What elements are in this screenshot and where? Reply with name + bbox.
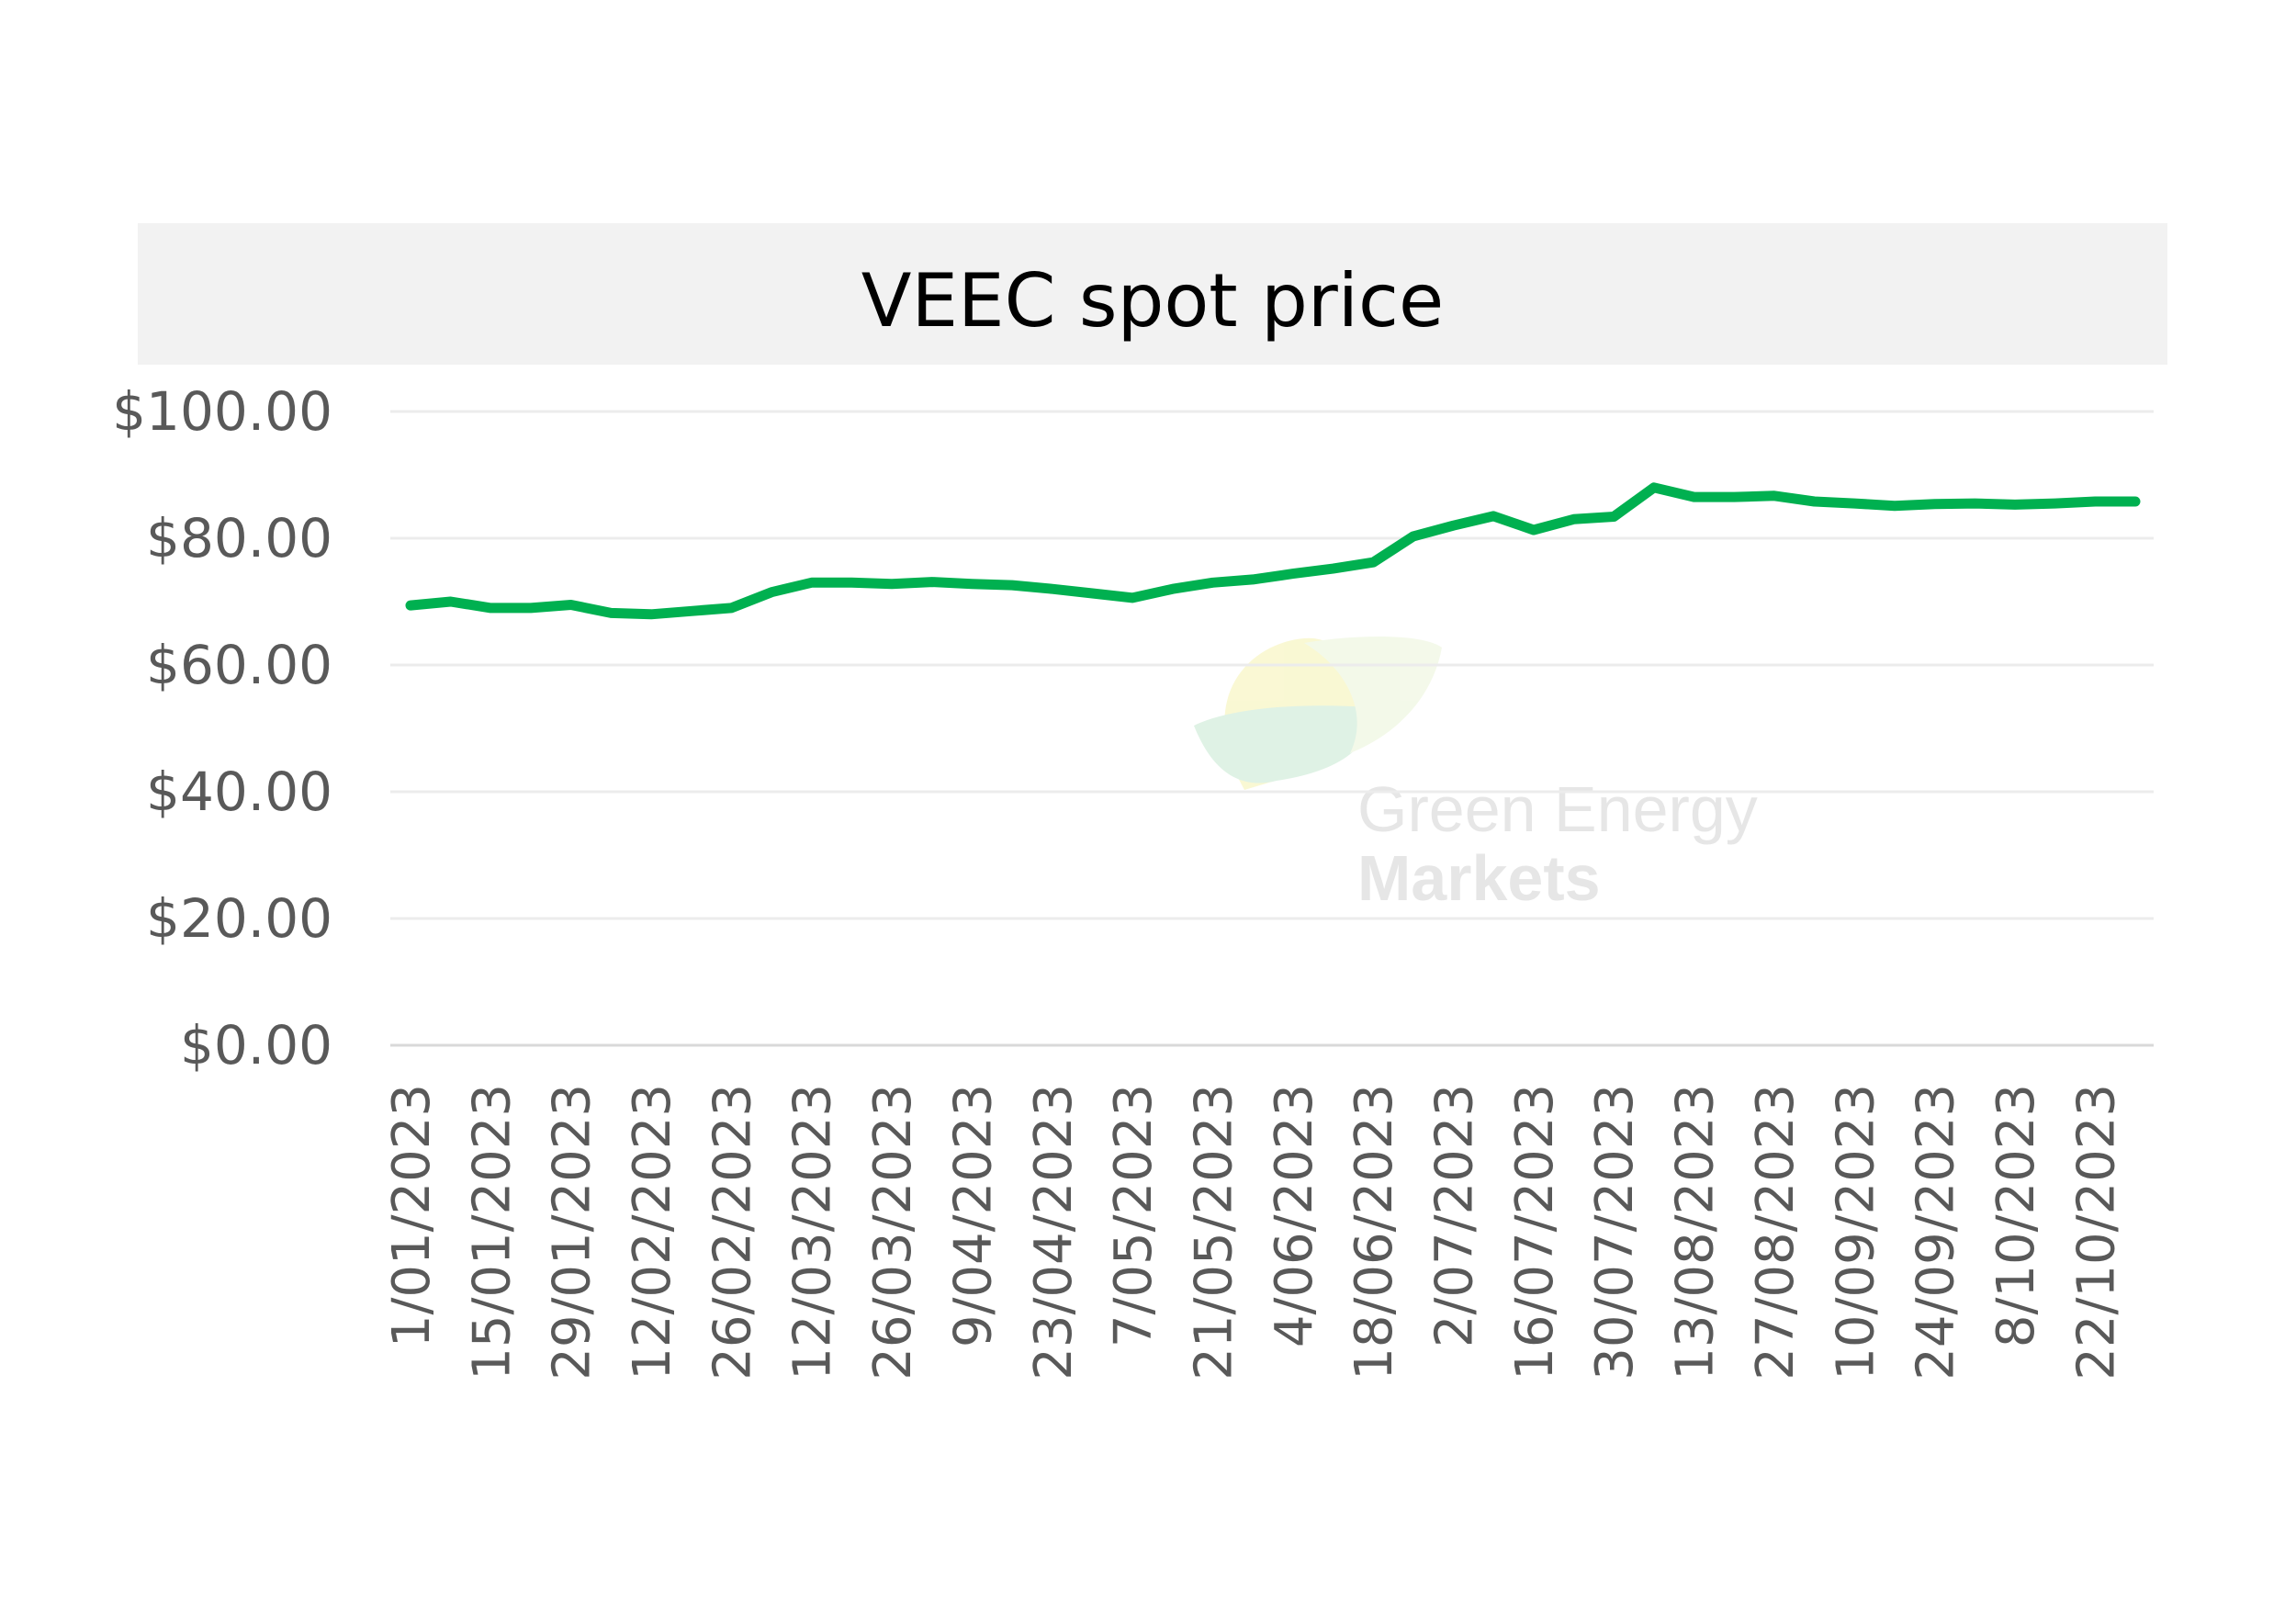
data-point <box>689 609 693 614</box>
x-tick-label: 8/10/2023 <box>1986 1084 2046 1347</box>
x-tick-label: 1/01/2023 <box>382 1084 442 1347</box>
x-tick-label: 16/07/2023 <box>1505 1084 1565 1381</box>
watermark-leaf-yellow-icon <box>1224 637 1370 790</box>
data-point <box>1251 577 1255 581</box>
chart-title: VEEC spot price <box>861 258 1444 344</box>
data-point <box>850 580 854 585</box>
x-tick-label: 10/09/2023 <box>1826 1084 1885 1381</box>
data-point <box>970 581 974 586</box>
data-point <box>609 611 613 615</box>
data-point <box>448 600 453 603</box>
x-tick-label: 30/07/2023 <box>1585 1084 1645 1381</box>
data-point <box>1170 587 1175 592</box>
x-tick-label: 26/02/2023 <box>703 1084 762 1381</box>
data-point <box>1651 485 1656 490</box>
data-point <box>1812 499 1817 503</box>
x-tick-label: 12/02/2023 <box>623 1084 682 1381</box>
data-point <box>1732 495 1737 500</box>
x-axis-ticks: 1/01/2023 15/01/2023 29/01/2023 12/02/2023 2… <box>382 1084 2126 1381</box>
data-point <box>1290 571 1295 576</box>
x-tick-label: 29/01/2023 <box>543 1084 602 1381</box>
data-point <box>1892 503 1896 508</box>
data-point <box>809 580 814 585</box>
data-point <box>1612 514 1616 519</box>
x-tick-label: 24/09/2023 <box>1907 1084 1966 1381</box>
data-point <box>649 612 654 616</box>
data-point <box>1531 528 1536 533</box>
data-point <box>2093 499 2098 503</box>
x-tick-label: 7/05/2023 <box>1104 1084 1164 1347</box>
title-bar <box>138 223 2167 365</box>
x-tick-label: 2/07/2023 <box>1425 1084 1485 1347</box>
y-tick-label: $20.00 <box>146 887 332 950</box>
data-point <box>489 605 493 610</box>
data-point <box>529 605 534 610</box>
data-point <box>890 581 895 586</box>
data-point <box>409 603 412 608</box>
data-point <box>1411 534 1415 538</box>
data-point <box>1131 595 1135 600</box>
data-point <box>1451 524 1456 528</box>
x-tick-label: 21/05/2023 <box>1184 1084 1244 1381</box>
data-point <box>2012 502 2017 507</box>
data-point <box>1371 560 1376 565</box>
x-tick-label: 4/06/2023 <box>1265 1084 1324 1347</box>
y-tick-label: $40.00 <box>146 761 332 823</box>
series-line <box>405 482 2141 620</box>
x-tick-label: 23/04/2023 <box>1024 1084 1084 1381</box>
data-point <box>1010 583 1015 588</box>
data-point <box>770 590 774 594</box>
y-axis-ticks: $0.00 $20.00 $40.00 $60.00 $80.00 $100.00 <box>112 380 332 1076</box>
y-tick-label: $100.00 <box>112 380 332 443</box>
data-point <box>568 603 573 607</box>
data-point <box>2133 499 2137 503</box>
x-tick-label: 9/04/2023 <box>943 1084 1003 1347</box>
x-tick-label: 22/10/2023 <box>2066 1084 2126 1381</box>
x-tick-label: 13/08/2023 <box>1666 1084 1726 1381</box>
data-point <box>2053 502 2057 506</box>
x-tick-label: 18/06/2023 <box>1345 1084 1404 1381</box>
y-tick-label: $80.00 <box>146 507 332 569</box>
watermark-text-line2: Markets <box>1357 842 1601 914</box>
data-point <box>729 605 734 610</box>
data-point <box>1090 592 1095 596</box>
data-point <box>1973 502 1977 506</box>
watermark-leaf-green-icon <box>1194 705 1370 783</box>
y-tick-label: $60.00 <box>146 634 332 696</box>
x-tick-label: 12/03/2023 <box>783 1084 843 1381</box>
series-points <box>409 485 2137 616</box>
watermark-logo: Green Energy Markets <box>1194 637 1758 914</box>
data-point <box>1050 587 1054 592</box>
x-tick-label: 27/08/2023 <box>1746 1084 1806 1381</box>
data-point <box>1852 502 1857 506</box>
data-point <box>1692 495 1696 500</box>
watermark-text-line1: Green Energy <box>1357 773 1758 845</box>
x-tick-label: 26/03/2023 <box>863 1084 923 1381</box>
data-point <box>1932 502 1937 506</box>
data-point <box>1210 580 1215 585</box>
x-tick-label: 15/01/2023 <box>462 1084 522 1381</box>
data-point <box>1331 567 1335 571</box>
data-point <box>1772 493 1776 498</box>
y-tick-label: $0.00 <box>180 1014 332 1076</box>
data-point <box>1491 513 1496 518</box>
data-point <box>929 580 934 584</box>
data-point <box>1571 517 1576 522</box>
grid-lines <box>390 410 2154 920</box>
